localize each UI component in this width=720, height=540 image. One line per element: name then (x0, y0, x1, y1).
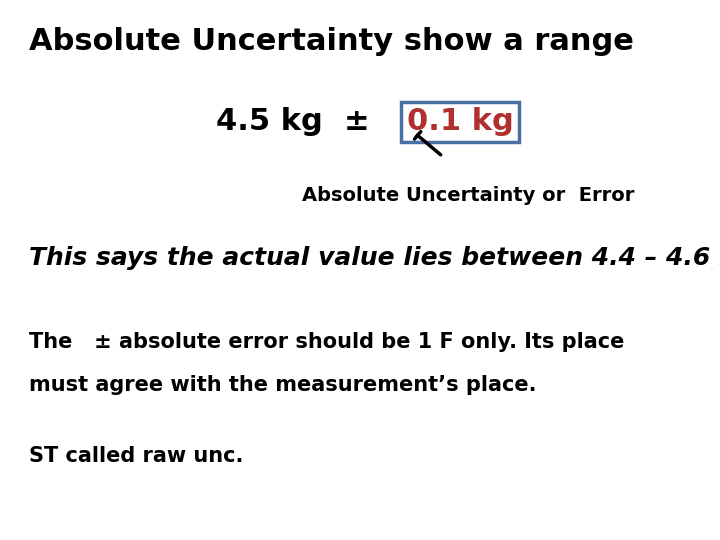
Text: This says the actual value lies between 4.4 – 4.6 kg.: This says the actual value lies between … (29, 246, 720, 269)
Text: 4.5 kg  ±: 4.5 kg ± (216, 107, 391, 136)
Text: Absolute Uncertainty show a range: Absolute Uncertainty show a range (29, 27, 634, 56)
Text: must agree with the measurement’s place.: must agree with the measurement’s place. (29, 375, 536, 395)
Text: 0.1 kg: 0.1 kg (407, 107, 513, 136)
Text: Absolute Uncertainty or  Error: Absolute Uncertainty or Error (302, 186, 635, 205)
Text: The   ± absolute error should be 1 F only. Its place: The ± absolute error should be 1 F only.… (29, 332, 624, 352)
Text: ST called raw unc.: ST called raw unc. (29, 446, 243, 465)
